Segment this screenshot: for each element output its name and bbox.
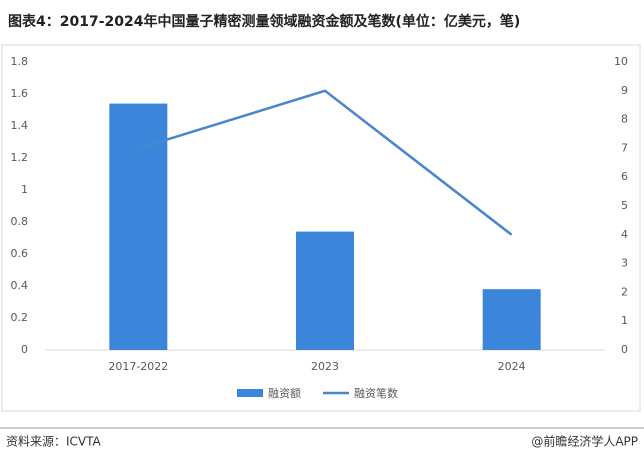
bar: [296, 231, 354, 350]
line: [137, 89, 513, 236]
y-tick-label: 0.2: [11, 311, 29, 324]
y2-tick-label: 0: [621, 343, 628, 356]
y-tick-label: 1: [21, 183, 28, 196]
y2-tick-label: 5: [621, 199, 628, 212]
y-tick-label: 1.2: [11, 151, 29, 164]
x-tick-label: 2024: [498, 360, 526, 373]
legend-label: 融资额: [268, 387, 301, 400]
chart-title: 图表4：2017-2024年中国量子精密测量领域融资金额及笔数(单位：亿美元，笔…: [8, 13, 520, 30]
y2-tick-label: 3: [621, 257, 628, 270]
legend-label: 融资笔数: [354, 386, 398, 400]
y-tick-label: 1.4: [11, 119, 29, 132]
y2-tick-label: 8: [621, 113, 628, 126]
y2-tick-label: 1: [621, 314, 628, 327]
source: 资料来源：ICVTA: [6, 435, 102, 449]
y2-tick-label: 9: [621, 84, 628, 97]
y2-tick-label: 6: [621, 170, 628, 183]
y2-tick-label: 4: [621, 228, 628, 241]
y2-tick-label: 2: [621, 285, 628, 298]
chart-frame: [1, 44, 641, 412]
y2-tick-label: 10: [614, 55, 628, 68]
bar: [482, 289, 541, 350]
y-tick-label: 1.8: [11, 55, 29, 68]
y-tick-label: 0: [21, 343, 28, 356]
bar: [109, 103, 168, 350]
legend-swatch: [237, 389, 263, 397]
y-tick-label: 0.6: [11, 247, 29, 260]
y-tick-label: 0.4: [11, 279, 29, 292]
y-tick-label: 1.6: [11, 87, 29, 100]
y2-tick-label: 7: [621, 141, 628, 154]
x-tick-label: 2023: [311, 360, 339, 373]
y-tick-label: 0.8: [11, 215, 29, 228]
brand: @前瞻经济学人APP: [531, 434, 638, 449]
x-tick-label: 2017-2022: [108, 360, 168, 373]
